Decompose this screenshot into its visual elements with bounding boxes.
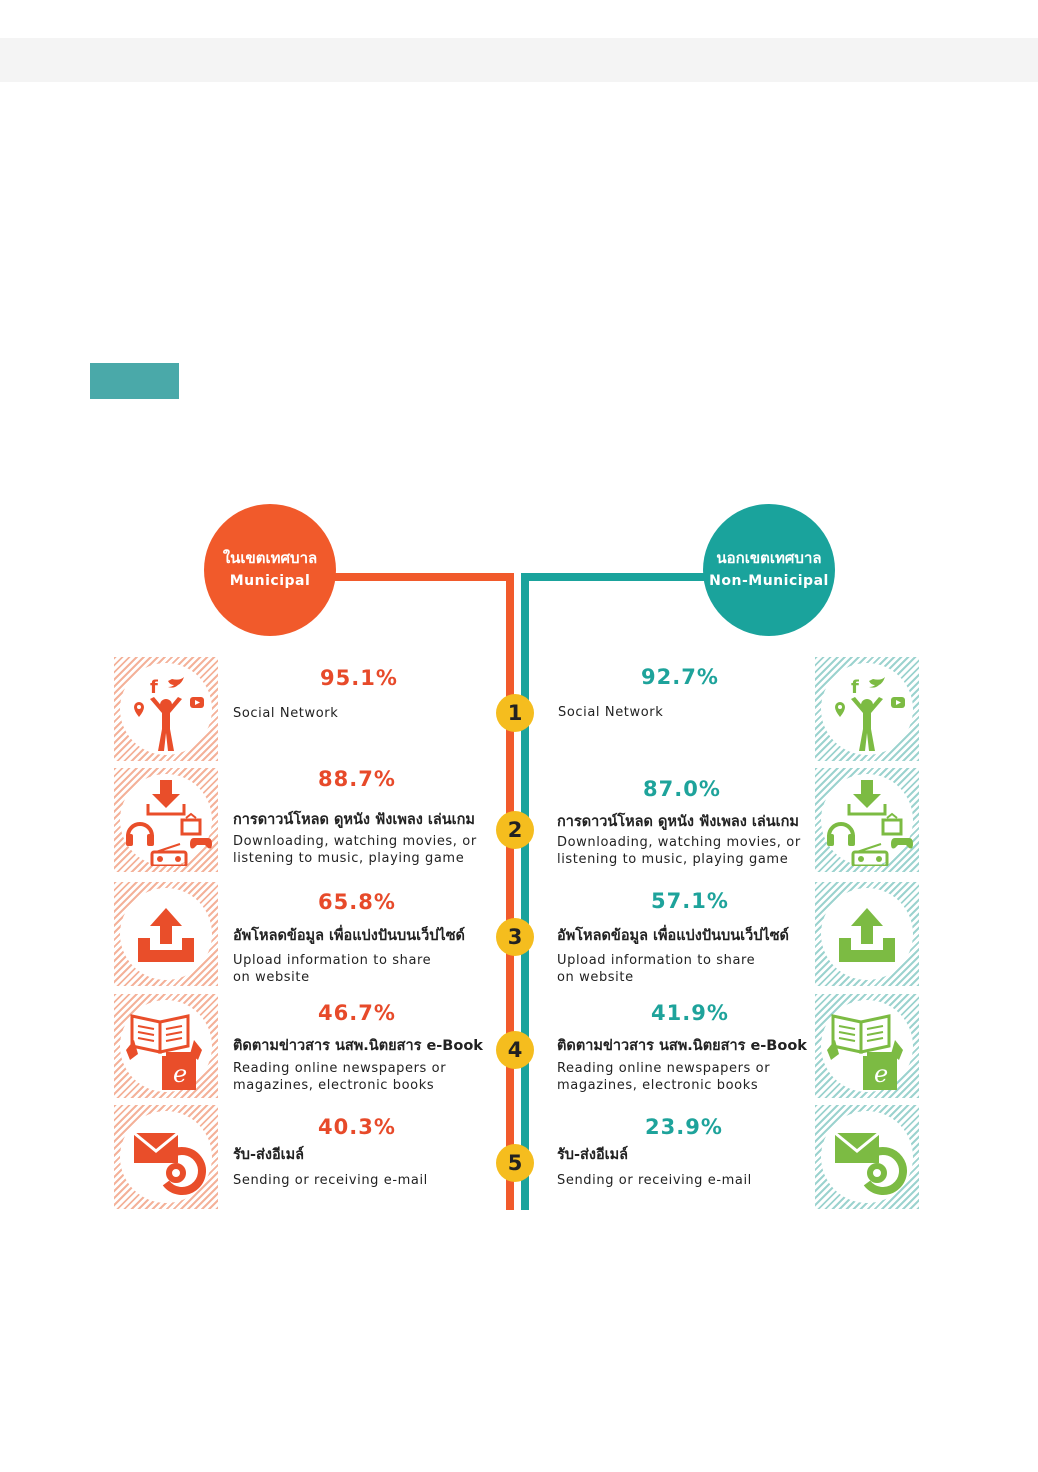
category-label-en: Reading online newspapers or magazines, e… — [233, 1060, 446, 1094]
series-name: Municipal — [229, 573, 311, 589]
series-name-th: ในเขตเทศบาล — [222, 549, 318, 567]
category-label-th: การดาวน์โหลด ดูหนัง ฟังเพลง เล่นเกม — [233, 812, 475, 828]
category-label-line: Reading online newspapers or — [233, 1061, 447, 1076]
left-social-network-icon-box: f — [114, 657, 218, 761]
right-download-entertainment-icon-box — [815, 768, 919, 872]
category-label-line: on website — [233, 970, 310, 985]
category-label-en: Social Network — [558, 704, 663, 721]
category-label-line: Sending or receiving e-mail — [233, 1173, 428, 1188]
non-municipal-value-label: 23.9% — [645, 1115, 723, 1139]
svg-text:e: e — [173, 1060, 187, 1088]
municipal-value-label: 40.3% — [318, 1115, 396, 1139]
non-municipal-value-label: 41.9% — [651, 1001, 729, 1025]
left-ebook-reading-icon-box: e — [114, 994, 218, 1098]
municipal-value-label: 88.7% — [318, 767, 396, 791]
municipal-value-label: 65.8% — [318, 890, 396, 914]
svg-text:f: f — [851, 677, 859, 698]
rank-badge: 5 — [496, 1144, 534, 1182]
left-upload-icon-box — [114, 882, 218, 986]
municipal-value-label: 46.7% — [318, 1001, 396, 1025]
category-label-th: รับ-ส่งอีเมล์ — [233, 1147, 305, 1163]
svg-text:e: e — [874, 1060, 888, 1088]
non-municipal-value-label: 87.0% — [643, 777, 721, 801]
svg-text:f: f — [150, 677, 158, 698]
non-municipal-value-label: 92.7% — [641, 665, 719, 689]
category-label-en: Social Network — [233, 705, 338, 722]
social-network-icon: f — [835, 677, 905, 751]
category-label-line: Downloading, watching movies, or — [233, 834, 477, 849]
non-municipal-line — [521, 573, 737, 1210]
right-email-icon-box — [815, 1105, 919, 1209]
category-label-en: Upload information to share on website — [557, 952, 755, 986]
category-label-line: Social Network — [558, 705, 664, 720]
right-social-network-icon-box: f — [815, 657, 919, 761]
series-name: Non-Municipal — [709, 573, 829, 589]
rank-badge: 1 — [496, 694, 534, 732]
category-label-line: Social Network — [233, 706, 339, 721]
category-label-en: Upload information to share on website — [233, 952, 431, 986]
top-band — [0, 38, 1038, 82]
series-name-th: นอกเขตเทศบาล — [716, 549, 822, 567]
category-label-line: Upload information to share — [233, 953, 432, 968]
header-municipal: ในเขตเทศบาล Municipal — [204, 504, 336, 636]
category-label-en: Downloading, watching movies, or listenin… — [557, 834, 801, 868]
category-label-th: อัพโหลดข้อมูล เพื่อแบ่งปันบนเว็ปไซด์ — [557, 928, 789, 944]
category-label-th: อัพโหลดข้อมูล เพื่อแบ่งปันบนเว็ปไซด์ — [233, 928, 465, 944]
category-label-en: Sending or receiving e-mail — [233, 1172, 428, 1189]
municipal-value-label: 95.1% — [320, 666, 398, 690]
category-label-line: on website — [557, 970, 634, 985]
category-label-th: รับ-ส่งอีเมล์ — [557, 1147, 629, 1163]
upload-icon — [839, 908, 895, 962]
category-label-line: listening to music, playing game — [557, 852, 789, 867]
download-entertainment-icon — [126, 780, 212, 866]
right-upload-icon-box — [815, 882, 919, 986]
category-label-th: ติดตามข่าวสาร นสพ.นิตยสาร e-Book — [557, 1038, 807, 1054]
section-tag — [90, 363, 179, 399]
email-icon — [834, 1131, 907, 1195]
rank-badge: 2 — [496, 811, 534, 849]
upload-icon — [138, 908, 194, 962]
non-municipal-value-label: 57.1% — [651, 889, 729, 913]
category-label-line: Sending or receiving e-mail — [557, 1173, 752, 1188]
category-label-line: magazines, electronic books — [557, 1078, 759, 1093]
municipal-line — [300, 573, 514, 1210]
category-label-line: magazines, electronic books — [233, 1078, 435, 1093]
right-ebook-reading-icon-box: e — [815, 994, 919, 1098]
social-network-icon: f — [134, 677, 204, 751]
rank-badge: 4 — [496, 1031, 534, 1069]
category-label-line: listening to music, playing game — [233, 851, 465, 866]
email-icon — [133, 1131, 206, 1195]
category-label-en: Sending or receiving e-mail — [557, 1172, 752, 1189]
left-download-entertainment-icon-box — [114, 768, 218, 872]
ebook-reading-icon: e — [827, 1014, 903, 1090]
rank-badge: 3 — [496, 918, 534, 956]
category-label-en: Reading online newspapers or magazines, e… — [557, 1060, 770, 1094]
category-label-line: Downloading, watching movies, or — [557, 835, 801, 850]
category-label-th: การดาวน์โหลด ดูหนัง ฟังเพลง เล่นเกม — [557, 814, 799, 830]
ebook-reading-icon: e — [126, 1014, 202, 1090]
download-entertainment-icon — [827, 780, 913, 866]
category-label-en: Downloading, watching movies, or listenin… — [233, 833, 477, 867]
category-label-th: ติดตามข่าวสาร นสพ.นิตยสาร e-Book — [233, 1038, 483, 1054]
category-label-line: Upload information to share — [557, 953, 756, 968]
category-label-line: Reading online newspapers or — [557, 1061, 771, 1076]
left-email-icon-box — [114, 1105, 218, 1209]
header-non-municipal: นอกเขตเทศบาล Non-Municipal — [703, 504, 835, 636]
